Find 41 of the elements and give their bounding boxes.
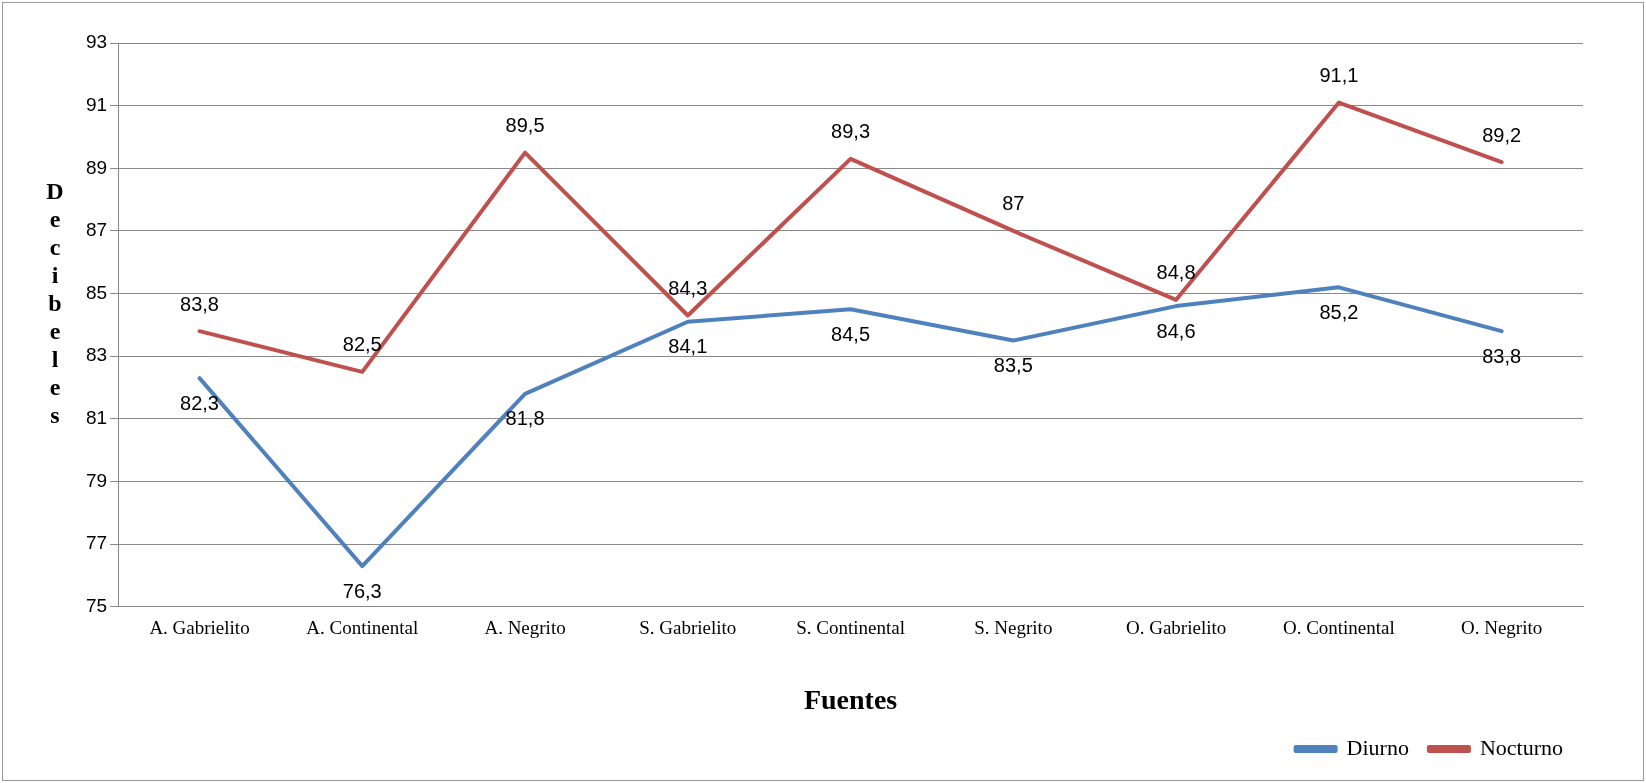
x-tick-label: A. Continental: [306, 617, 419, 639]
data-label: 91,1: [1319, 64, 1359, 87]
x-axis-title: Fuentes: [803, 684, 898, 716]
y-tick-label: 89: [85, 156, 108, 178]
x-tick-label: O. Continental: [1282, 617, 1395, 639]
data-label: 89,5: [505, 114, 545, 137]
legend-label: Nocturno: [1479, 734, 1563, 760]
y-tick-label: 83: [85, 344, 108, 366]
data-label: 81,8: [505, 407, 545, 430]
y-tick-label: 91: [85, 93, 108, 115]
data-label: 89,3: [831, 120, 871, 143]
legend-label: Diurno: [1346, 734, 1409, 760]
x-tick-label: A. Negrito: [484, 617, 566, 639]
data-label: 84,1: [668, 335, 708, 358]
data-label: 84,5: [831, 322, 871, 345]
text: Decibeles: [46, 178, 64, 429]
data-label: 84,6: [1156, 319, 1196, 342]
y-tick-label: 79: [85, 469, 108, 491]
data-label: 87: [1002, 192, 1025, 215]
y-tick-label: 93: [85, 31, 108, 53]
data-label: 84,8: [1156, 261, 1196, 284]
x-tick-label: O. Gabrielito: [1125, 617, 1227, 639]
x-tick-label: A. Gabrielito: [149, 617, 250, 639]
data-label: 83,8: [1482, 344, 1522, 367]
x-tick-label: S. Gabrielito: [639, 617, 737, 639]
data-label: 83,8: [180, 292, 219, 315]
data-label: 89,2: [1482, 123, 1522, 146]
y-tick-label: 75: [85, 595, 108, 617]
data-label: 84,3: [668, 277, 708, 300]
data-label: 85,2: [1319, 300, 1359, 323]
x-tick-label: S. Continental: [796, 617, 905, 639]
y-tick-label: 87: [85, 219, 108, 241]
x-tick-label: S. Negrito: [974, 617, 1053, 639]
data-label: 83,5: [993, 354, 1033, 377]
y-tick-label: 77: [85, 532, 108, 554]
x-tick-label: O. Negrito: [1460, 617, 1543, 639]
data-label: 76,3: [342, 579, 382, 602]
y-tick-label: 81: [85, 407, 108, 429]
data-label: 82,3: [180, 391, 219, 414]
y-tick-label: 85: [85, 281, 108, 303]
data-label: 82,5: [342, 333, 382, 356]
